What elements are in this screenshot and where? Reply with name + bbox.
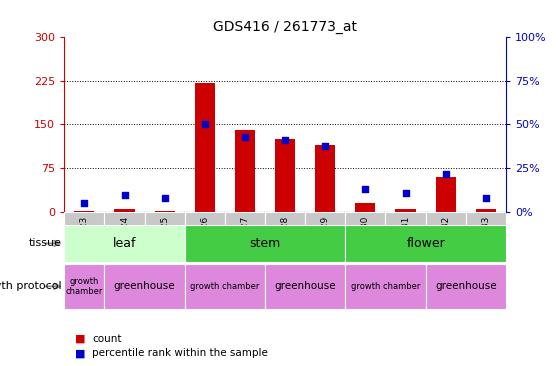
Bar bbox=[396, 209, 415, 212]
Bar bbox=[476, 209, 496, 212]
Bar bbox=[64, 225, 184, 262]
Text: growth chamber: growth chamber bbox=[190, 282, 259, 291]
Text: GSM9232: GSM9232 bbox=[441, 216, 450, 259]
FancyBboxPatch shape bbox=[265, 212, 305, 260]
Bar bbox=[74, 211, 94, 212]
Text: ■: ■ bbox=[75, 333, 86, 344]
FancyBboxPatch shape bbox=[466, 212, 506, 260]
Bar bbox=[105, 264, 184, 309]
Text: GSM9233: GSM9233 bbox=[481, 216, 490, 259]
Text: GSM9224: GSM9224 bbox=[120, 216, 129, 259]
Text: count: count bbox=[92, 333, 122, 344]
FancyBboxPatch shape bbox=[145, 212, 184, 260]
FancyBboxPatch shape bbox=[105, 212, 145, 260]
Text: GSM9230: GSM9230 bbox=[361, 216, 370, 259]
Bar bbox=[184, 225, 345, 262]
Text: GSM9231: GSM9231 bbox=[401, 216, 410, 259]
Bar bbox=[115, 209, 135, 212]
Text: percentile rank within the sample: percentile rank within the sample bbox=[92, 348, 268, 358]
Bar bbox=[315, 145, 335, 212]
FancyBboxPatch shape bbox=[225, 212, 265, 260]
Bar bbox=[64, 264, 105, 309]
Text: GSM9226: GSM9226 bbox=[200, 216, 209, 259]
Text: growth protocol: growth protocol bbox=[0, 281, 61, 291]
Point bbox=[80, 201, 89, 206]
Point bbox=[401, 190, 410, 196]
Text: stem: stem bbox=[249, 237, 281, 250]
Title: GDS416 / 261773_at: GDS416 / 261773_at bbox=[213, 20, 357, 34]
Text: GSM9228: GSM9228 bbox=[281, 216, 290, 259]
Point bbox=[160, 195, 169, 201]
Text: GSM9229: GSM9229 bbox=[321, 216, 330, 259]
Text: greenhouse: greenhouse bbox=[114, 281, 176, 291]
Bar bbox=[155, 211, 174, 212]
Point bbox=[361, 187, 370, 193]
Text: GSM9227: GSM9227 bbox=[240, 216, 249, 259]
Text: GSM9225: GSM9225 bbox=[160, 216, 169, 259]
Point bbox=[200, 122, 209, 127]
Text: greenhouse: greenhouse bbox=[274, 281, 336, 291]
Bar bbox=[275, 139, 295, 212]
Point bbox=[481, 195, 490, 201]
Text: tissue: tissue bbox=[29, 238, 61, 249]
FancyBboxPatch shape bbox=[305, 212, 345, 260]
Bar bbox=[184, 264, 265, 309]
Point bbox=[441, 171, 450, 176]
Text: growth chamber: growth chamber bbox=[350, 282, 420, 291]
Text: growth
chamber: growth chamber bbox=[65, 277, 103, 296]
Bar bbox=[435, 177, 456, 212]
Point bbox=[120, 192, 129, 198]
Bar bbox=[356, 203, 376, 212]
FancyBboxPatch shape bbox=[345, 212, 386, 260]
Bar bbox=[425, 264, 506, 309]
Text: flower: flower bbox=[406, 237, 445, 250]
Point bbox=[240, 134, 249, 140]
Text: leaf: leaf bbox=[113, 237, 136, 250]
FancyBboxPatch shape bbox=[64, 212, 105, 260]
Bar bbox=[195, 83, 215, 212]
Point bbox=[281, 137, 290, 143]
FancyBboxPatch shape bbox=[184, 212, 225, 260]
Bar bbox=[235, 130, 255, 212]
Bar bbox=[265, 264, 345, 309]
Bar bbox=[345, 264, 425, 309]
Text: greenhouse: greenhouse bbox=[435, 281, 496, 291]
FancyBboxPatch shape bbox=[386, 212, 425, 260]
FancyBboxPatch shape bbox=[425, 212, 466, 260]
Text: ■: ■ bbox=[75, 348, 86, 358]
Bar bbox=[345, 225, 506, 262]
Text: GSM9223: GSM9223 bbox=[80, 216, 89, 259]
Point bbox=[321, 143, 330, 149]
